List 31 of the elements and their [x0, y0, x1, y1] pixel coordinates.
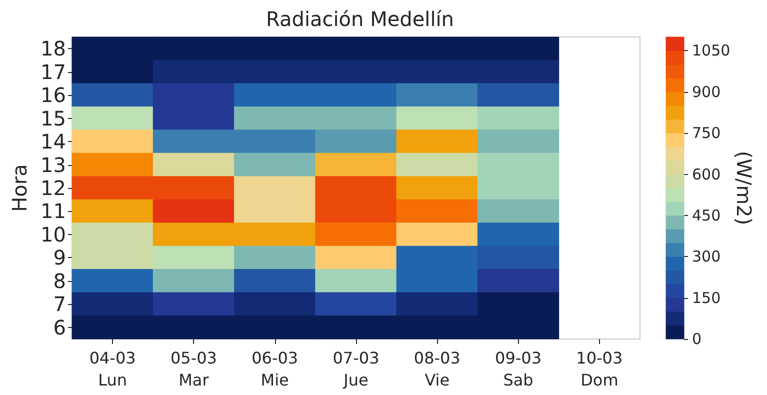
y-tick-label: 7 — [53, 292, 66, 316]
x-tick-label: 10-03 Dom — [576, 348, 623, 390]
x-tick-label: 05-03 Mar — [170, 348, 217, 390]
color-bar-label: 600 — [692, 165, 721, 184]
y-tick-label: 15 — [40, 106, 66, 130]
color-bar-title: (W/m2) — [732, 150, 756, 226]
y-tick-label: 11 — [40, 199, 66, 224]
color-bar-label: 300 — [692, 248, 721, 266]
chart-title: Radiación Medellín — [266, 7, 454, 31]
x-tick-label: 04-03 Lun — [89, 348, 136, 390]
color-bar-label: 900 — [692, 82, 721, 101]
y-tick-label: 17 — [40, 60, 66, 84]
color-bar-label: 0 — [692, 330, 702, 348]
y-tick-label: 6 — [53, 315, 66, 340]
x-tick-label: 07-03 Jue — [332, 348, 380, 390]
color-bar-label: 750 — [692, 124, 721, 142]
x-tick-label: 08-03 Vie — [414, 348, 460, 390]
y-axis-title: Hora — [8, 164, 32, 212]
x-tick-label: 06-03 Mie — [252, 348, 298, 390]
y-tick-label: 18 — [40, 36, 66, 61]
y-tick-label: 16 — [40, 83, 66, 108]
y-tick-label: 9 — [53, 246, 66, 270]
y-tick-label: 8 — [53, 268, 66, 293]
color-bar-label: 1050 — [692, 42, 730, 60]
color-bar-label: 450 — [692, 206, 721, 224]
color-bar-label: 150 — [692, 288, 721, 307]
y-tick-label: 14 — [40, 130, 66, 154]
y-tick-label: 13 — [40, 152, 66, 177]
y-tick-label: 12 — [40, 176, 66, 200]
x-tick-label: 09-03 Sab — [495, 348, 542, 390]
y-tick-label: 10 — [40, 222, 66, 246]
